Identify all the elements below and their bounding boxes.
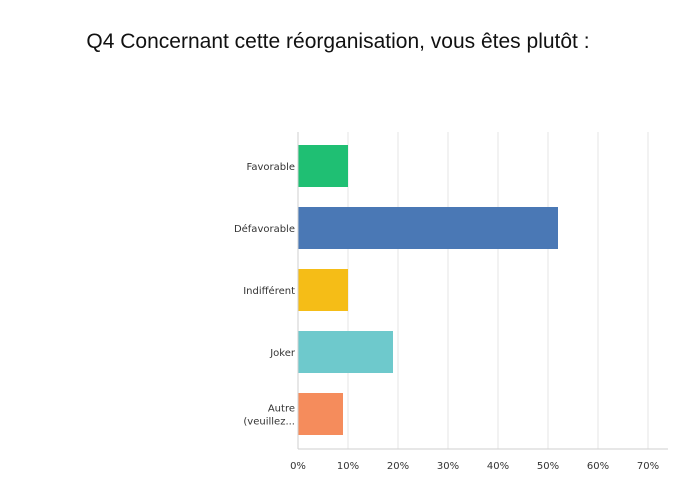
category-label: Joker: [269, 348, 296, 359]
category-label: Défavorable: [234, 223, 295, 235]
category-label: Favorable: [246, 162, 295, 173]
axis-layer: [297, 132, 668, 450]
bar: [298, 207, 558, 249]
bar-layer: [298, 145, 558, 435]
x-tick-label: 50%: [537, 461, 559, 472]
bar: [298, 331, 393, 373]
category-label: Indifférent: [243, 285, 295, 297]
bar: [298, 269, 348, 311]
x-tick-label: 10%: [337, 461, 359, 472]
chart-title: Q4 Concernant cette réorganisation, vous…: [86, 30, 590, 53]
x-tick-label: 30%: [437, 461, 459, 472]
x-tick-label: 70%: [637, 461, 659, 472]
grid-layer: [347, 132, 649, 449]
x-tick-label: 40%: [487, 461, 509, 472]
category-label: Autre: [268, 404, 295, 415]
x-tick-label: 20%: [387, 461, 409, 472]
bar: [298, 145, 348, 187]
label-layer: 0% 10% 20% 30% 40% 50% 60% 70% Favorable Défavora…: [234, 162, 659, 472]
x-tick-label: 60%: [587, 461, 609, 472]
x-tick-label: 0%: [290, 461, 306, 472]
category-label: (veuillez...: [243, 417, 295, 428]
bar: [298, 393, 343, 435]
